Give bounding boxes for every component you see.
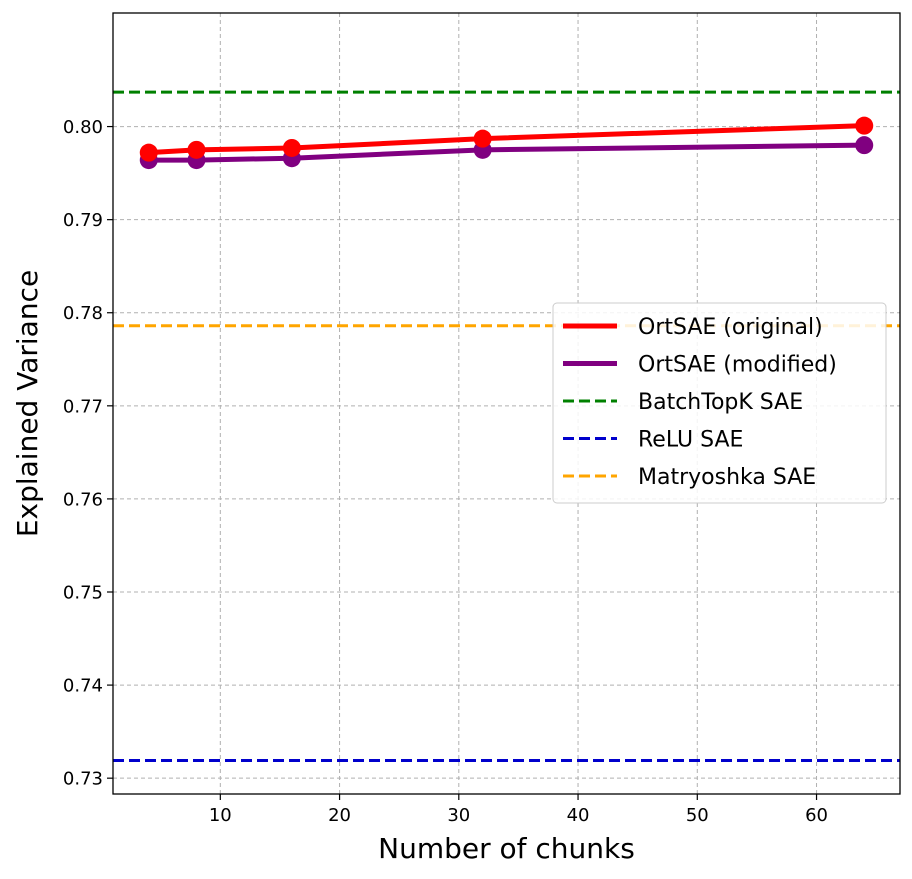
y-tick-label: 0.74 — [63, 676, 103, 697]
grid — [113, 13, 900, 794]
series-layer — [139, 116, 874, 170]
x-axis-title: Number of chunks — [378, 832, 635, 865]
y-tick-label: 0.78 — [63, 303, 103, 324]
ortsae-original-point — [473, 129, 492, 148]
legend-box — [552, 302, 887, 504]
y-tick-label: 0.75 — [63, 583, 103, 604]
legend-label-ortsae-modified: OrtSAE (modified) — [638, 353, 837, 378]
y-axis-title: Explained Variance — [11, 270, 44, 537]
legend-label-batchtopk-sae: BatchTopK SAE — [638, 390, 803, 415]
x-tick-label: 40 — [567, 805, 590, 826]
ortsae-modified-point — [855, 136, 874, 155]
legend-label-relu-sae: ReLU SAE — [638, 428, 743, 453]
y-axis-ticks: 0.73 0.74 0.75 0.76 0.77 0.78 0.79 0.80 — [63, 117, 113, 790]
x-tick-label: 10 — [209, 805, 232, 826]
plot-frame — [112, 12, 901, 795]
legend: OrtSAE (original) OrtSAE (modified) BatchT… — [552, 302, 887, 504]
y-tick-label: 0.76 — [63, 489, 103, 510]
ortsae-original-point — [139, 143, 158, 162]
x-tick-label: 60 — [805, 805, 828, 826]
ortsae-original-point — [187, 140, 206, 159]
legend-label-ortsae-original: OrtSAE (original) — [638, 315, 823, 340]
legend-label-matryoshka-sae: Matryoshka SAE — [638, 465, 816, 490]
reference-lines — [113, 90, 900, 762]
y-tick-label: 0.73 — [63, 769, 103, 790]
y-tick-label: 0.80 — [63, 117, 103, 138]
x-tick-label: 50 — [686, 805, 709, 826]
y-tick-label: 0.77 — [63, 396, 103, 417]
ortsae-original-point — [282, 138, 301, 157]
ortsae-original-point — [855, 116, 874, 135]
x-tick-label: 20 — [328, 805, 351, 826]
x-tick-label: 30 — [447, 805, 470, 826]
x-axis-ticks: 10 20 30 40 50 60 — [209, 794, 828, 826]
y-tick-label: 0.79 — [63, 210, 103, 231]
